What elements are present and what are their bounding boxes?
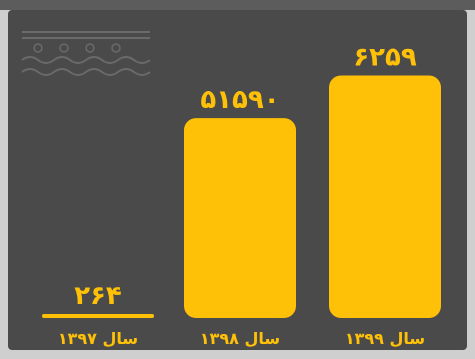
value-label-1: ۵۱۵۹۰ [200, 85, 279, 115]
category-label-2: سال ۱۳۹۹ [345, 329, 425, 348]
category-label-1: سال ۱۳۹۸ [200, 329, 280, 348]
value-labels-group: ۲۶۴ ۵۱۵۹۰ ۶۲۵۹ [74, 42, 417, 311]
category-labels-group: سال ۱۳۹۷ سال ۱۳۹۸ سال ۱۳۹۹ [58, 329, 425, 348]
top-border [0, 0, 475, 10]
bar-0 [42, 314, 154, 318]
water-waves-icon [21, 31, 151, 76]
bar-1 [184, 118, 296, 319]
value-label-0: ۲۶۴ [74, 281, 122, 311]
bar-2 [329, 75, 441, 319]
bars-group [42, 75, 441, 319]
value-label-2: ۶۲۵۹ [353, 42, 417, 72]
category-label-0: سال ۱۳۹۷ [58, 329, 138, 348]
